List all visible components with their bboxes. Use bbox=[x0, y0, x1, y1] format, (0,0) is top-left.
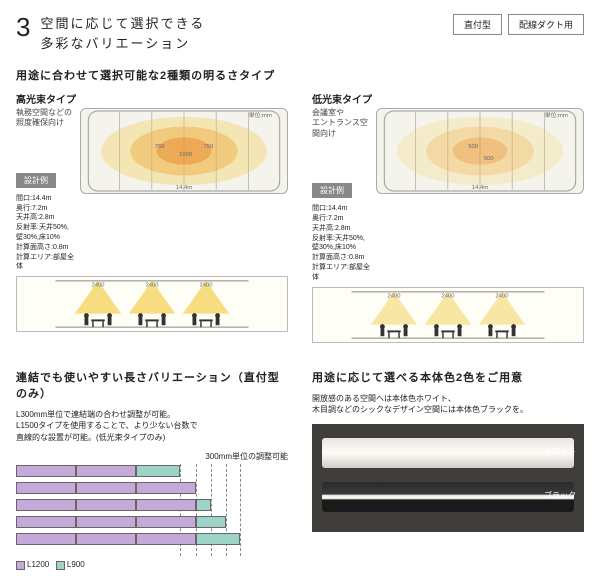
length-bar-chart bbox=[16, 464, 288, 556]
white-label: ホワイト bbox=[544, 446, 576, 457]
brightness-section-title: 用途に合わせて選択可能な2種類の明るさタイプ bbox=[16, 67, 584, 83]
spec-list: 間口:14.4m奥行:7.2m天井高:2.8m反射率:天井50%,壁30%,床1… bbox=[312, 204, 370, 282]
svg-text:2400: 2400 bbox=[442, 293, 455, 299]
tag-duct: 配線ダクト用 bbox=[508, 14, 584, 35]
svg-text:2400: 2400 bbox=[388, 293, 401, 299]
length-variation-block: 連結でも使いやすい長さバリエーション（直付型のみ） L300mm単位で連結端の合… bbox=[16, 369, 288, 570]
length-bar-row bbox=[16, 498, 288, 512]
spec-list: 間口:14.4m奥行:7.2m天井高:2.8m反射率:天井50%,壁30%,床1… bbox=[16, 194, 74, 272]
type-tags: 直付型 配線ダクト用 bbox=[453, 14, 584, 35]
svg-text:2400: 2400 bbox=[146, 283, 159, 289]
variant-desc: 会議室やエントランス空間向け bbox=[312, 108, 370, 139]
variant-desc: 執務空間などの照度確保向け bbox=[16, 108, 74, 129]
svg-text:2400: 2400 bbox=[496, 293, 509, 299]
legend-swatch-l900 bbox=[56, 561, 65, 570]
svg-text:14.4m: 14.4m bbox=[176, 185, 192, 191]
svg-text:1000: 1000 bbox=[179, 152, 193, 158]
white-fixture bbox=[322, 438, 574, 468]
elevation-diagram: 2400 2400 2400 bbox=[16, 276, 288, 332]
svg-text:14.4m: 14.4m bbox=[472, 185, 488, 191]
floor-plan-diagram: 750 1000 750 14.4m 単位:mm bbox=[80, 108, 288, 194]
length-bar-row bbox=[16, 515, 288, 529]
section-header: 3 空間に応じて選択できる 多彩なバリエーション 直付型 配線ダクト用 bbox=[16, 14, 584, 53]
length-legend: L1200 L900 bbox=[16, 560, 288, 569]
length-description: L300mm単位で連結端の合わせ調整が可能。 L1500タイプを使用することで、… bbox=[16, 409, 288, 444]
section-title: 空間に応じて選択できる 多彩なバリエーション bbox=[40, 14, 205, 53]
svg-text:単位:mm: 単位:mm bbox=[545, 111, 568, 119]
color-title: 用途に応じて選べる本体色2色をご用意 bbox=[312, 369, 584, 385]
length-bar-row bbox=[16, 464, 288, 478]
example-label: 設計例 bbox=[312, 183, 352, 198]
length-title: 連結でも使いやすい長さバリエーション（直付型のみ） bbox=[16, 369, 288, 401]
svg-text:500: 500 bbox=[484, 156, 495, 162]
black-label: ブラック bbox=[544, 490, 576, 501]
length-bar-row bbox=[16, 532, 288, 546]
color-sample-image: ホワイト ブラック bbox=[312, 424, 584, 532]
legend-swatch-l1200 bbox=[16, 561, 25, 570]
example-label: 設計例 bbox=[16, 173, 56, 188]
elevation-diagram: 2400 2400 2400 bbox=[312, 287, 584, 343]
svg-text:2400: 2400 bbox=[200, 283, 213, 289]
svg-text:500: 500 bbox=[468, 144, 479, 150]
color-description: 開放感のある空間へは本体色ホワイト、 木目調などのシックなデザイン空間には本体色… bbox=[312, 393, 584, 416]
variant-name: 高光束タイプ bbox=[16, 91, 288, 106]
svg-text:単位:mm: 単位:mm bbox=[249, 111, 272, 119]
floor-plan-diagram: 500 500 14.4m 単位:mm bbox=[376, 108, 584, 194]
svg-text:2400: 2400 bbox=[92, 283, 105, 289]
variant-0: 高光束タイプ 執務空間などの照度確保向け 設計例 間口:14.4m奥行:7.2m… bbox=[16, 91, 288, 343]
svg-text:750: 750 bbox=[204, 144, 215, 150]
section-number: 3 bbox=[16, 14, 30, 53]
body-color-block: 用途に応じて選べる本体色2色をご用意 開放感のある空間へは本体色ホワイト、 木目… bbox=[312, 369, 584, 570]
length-bar-row bbox=[16, 481, 288, 495]
tag-direct: 直付型 bbox=[453, 14, 502, 35]
svg-text:750: 750 bbox=[155, 144, 166, 150]
variant-1: 低光束タイプ 会議室やエントランス空間向け 設計例 間口:14.4m奥行:7.2… bbox=[312, 91, 584, 343]
length-caption: 300mm単位の調整可能 bbox=[16, 451, 288, 462]
black-fixture bbox=[322, 482, 574, 512]
variant-name: 低光束タイプ bbox=[312, 91, 584, 106]
